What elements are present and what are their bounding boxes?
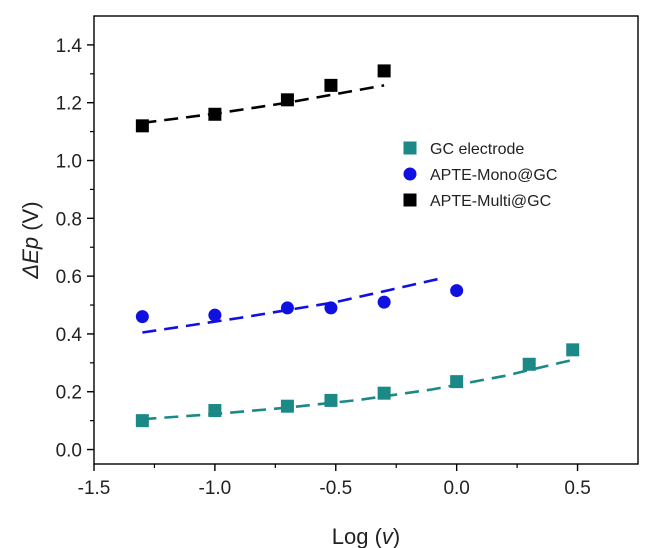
legend-marker [403, 193, 417, 207]
data-point [377, 295, 391, 309]
legend: GC electrode APTE-Mono@GC APTE-Multi@GC [403, 141, 557, 210]
y-tick-label: 0.8 [56, 209, 82, 230]
data-point [135, 414, 149, 428]
data-point [324, 393, 338, 407]
x-tick-label: -1.5 [78, 478, 111, 499]
markers [135, 64, 580, 428]
y-tick-label: 1.4 [56, 36, 83, 57]
data-point [450, 284, 464, 298]
data-point [324, 78, 338, 92]
legend-marker [403, 141, 417, 155]
data-point [566, 343, 580, 357]
data-point [280, 301, 294, 315]
fit-line [142, 358, 573, 421]
fit-lines [142, 84, 573, 421]
x-tick-label: -0.5 [319, 478, 352, 499]
data-point [135, 119, 149, 133]
data-point [135, 310, 149, 324]
x-tick-label: -1.0 [199, 478, 232, 499]
y-tick-label: 0.4 [56, 325, 83, 346]
y-tick-label: 1.0 [56, 152, 82, 173]
data-point [377, 64, 391, 78]
legend-label: GC electrode [430, 141, 524, 158]
legend-label: APTE-Multi@GC [430, 193, 551, 210]
y-axis-title: ΔEp (V) [18, 201, 43, 279]
y-tick-label: 0.6 [56, 267, 82, 288]
data-point [208, 107, 222, 121]
data-point [324, 301, 338, 315]
data-point [208, 404, 222, 418]
y-tick-label: 1.2 [56, 94, 82, 115]
data-point [450, 375, 464, 389]
x-axis-title: Log (v) [332, 524, 400, 548]
data-point [280, 93, 294, 107]
plot-border [93, 15, 639, 465]
y-tick-label: 0.0 [56, 441, 82, 462]
x-tick-label: 0.0 [443, 478, 469, 499]
legend-marker [403, 167, 417, 181]
data-point [522, 357, 536, 371]
data-point [280, 399, 294, 413]
plot-frame [93, 15, 639, 465]
fit-line [142, 276, 445, 334]
y-tick-label: 0.2 [56, 383, 82, 404]
data-point [208, 308, 222, 322]
axis-ticks: -1.5 -1.0 -0.5 0.0 0.5 0.0 0.2 0.4 0.6 0.8 1.0 1.2 1… [56, 36, 591, 499]
data-point [377, 386, 391, 400]
fit-line [142, 84, 385, 125]
x-tick-label: 0.5 [564, 478, 590, 499]
legend-label: APTE-Mono@GC [430, 167, 557, 184]
